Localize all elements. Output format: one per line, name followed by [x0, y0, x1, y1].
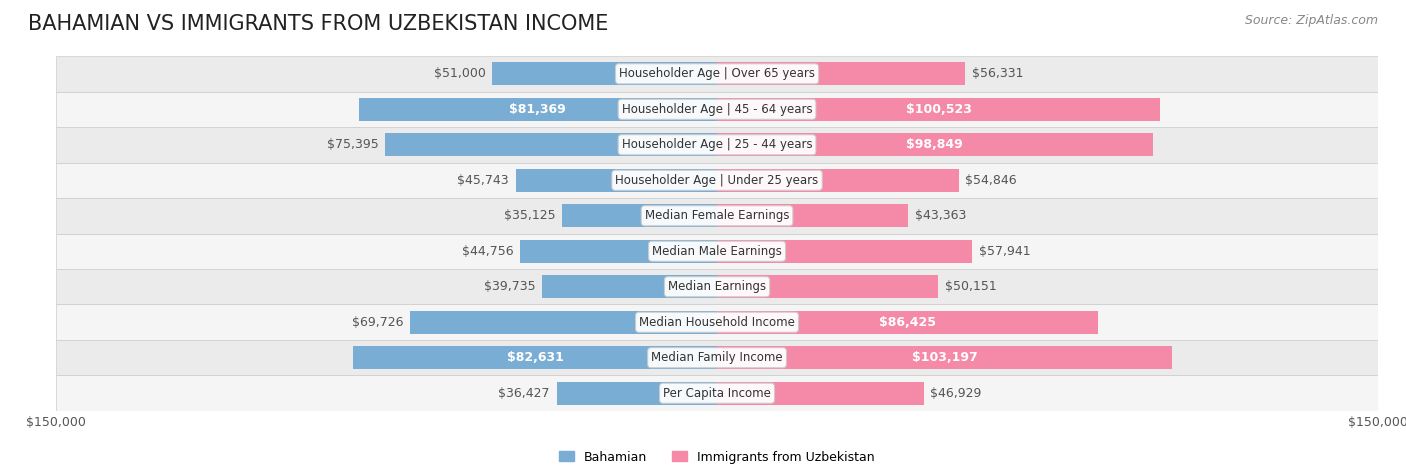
Bar: [717, 311, 1098, 334]
Text: $44,756: $44,756: [461, 245, 513, 258]
Bar: [717, 275, 938, 298]
Text: $51,000: $51,000: [434, 67, 486, 80]
Text: $69,726: $69,726: [352, 316, 404, 329]
Text: Householder Age | Over 65 years: Householder Age | Over 65 years: [619, 67, 815, 80]
Text: $46,929: $46,929: [931, 387, 981, 400]
Bar: [717, 382, 924, 405]
Bar: [541, 275, 717, 298]
Bar: [562, 204, 717, 227]
Bar: [56, 375, 1378, 411]
Bar: [520, 240, 717, 263]
Text: $81,369: $81,369: [509, 103, 567, 116]
Text: $86,425: $86,425: [879, 316, 936, 329]
Text: $82,631: $82,631: [506, 351, 564, 364]
Text: BAHAMIAN VS IMMIGRANTS FROM UZBEKISTAN INCOME: BAHAMIAN VS IMMIGRANTS FROM UZBEKISTAN I…: [28, 14, 609, 34]
Text: Median Male Earnings: Median Male Earnings: [652, 245, 782, 258]
Legend: Bahamian, Immigrants from Uzbekistan: Bahamian, Immigrants from Uzbekistan: [554, 446, 880, 467]
Text: Median Family Income: Median Family Income: [651, 351, 783, 364]
Bar: [717, 98, 1160, 121]
Text: $36,427: $36,427: [499, 387, 550, 400]
Text: $100,523: $100,523: [905, 103, 972, 116]
Text: Median Household Income: Median Household Income: [640, 316, 794, 329]
Text: $75,395: $75,395: [326, 138, 378, 151]
Bar: [557, 382, 717, 405]
Bar: [717, 133, 1153, 156]
Text: $57,941: $57,941: [979, 245, 1031, 258]
Text: $45,743: $45,743: [457, 174, 509, 187]
Text: $56,331: $56,331: [972, 67, 1024, 80]
Text: Householder Age | 45 - 64 years: Householder Age | 45 - 64 years: [621, 103, 813, 116]
Bar: [56, 56, 1378, 92]
Text: $35,125: $35,125: [505, 209, 555, 222]
Bar: [56, 127, 1378, 163]
Text: Householder Age | Under 25 years: Householder Age | Under 25 years: [616, 174, 818, 187]
Bar: [56, 92, 1378, 127]
Text: $54,846: $54,846: [966, 174, 1017, 187]
Bar: [492, 62, 717, 85]
Bar: [717, 240, 973, 263]
Text: $39,735: $39,735: [484, 280, 536, 293]
Text: Median Earnings: Median Earnings: [668, 280, 766, 293]
Text: $50,151: $50,151: [945, 280, 997, 293]
Text: Source: ZipAtlas.com: Source: ZipAtlas.com: [1244, 14, 1378, 27]
Text: $103,197: $103,197: [911, 351, 977, 364]
Bar: [56, 163, 1378, 198]
Bar: [385, 133, 717, 156]
Bar: [717, 204, 908, 227]
Bar: [717, 62, 966, 85]
Text: Householder Age | 25 - 44 years: Householder Age | 25 - 44 years: [621, 138, 813, 151]
Text: Median Female Earnings: Median Female Earnings: [645, 209, 789, 222]
Bar: [56, 234, 1378, 269]
Text: $98,849: $98,849: [907, 138, 963, 151]
Bar: [353, 346, 717, 369]
Text: $43,363: $43,363: [915, 209, 966, 222]
Bar: [359, 98, 717, 121]
Bar: [717, 346, 1171, 369]
Bar: [56, 340, 1378, 375]
Bar: [516, 169, 717, 192]
Bar: [56, 304, 1378, 340]
Bar: [717, 169, 959, 192]
Bar: [56, 269, 1378, 304]
Text: Per Capita Income: Per Capita Income: [664, 387, 770, 400]
Bar: [56, 198, 1378, 234]
Bar: [411, 311, 717, 334]
